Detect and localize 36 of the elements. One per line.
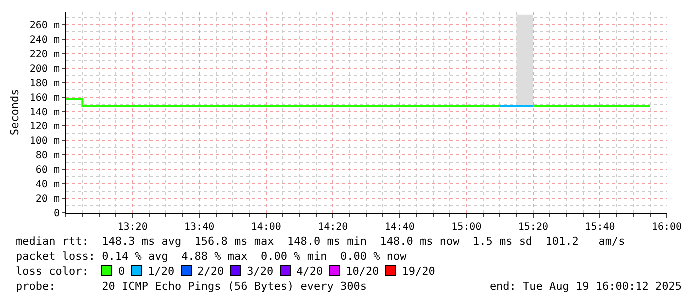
y-tick-label: 260 m [30, 20, 60, 32]
x-tick-label: 15:40 [585, 222, 616, 233]
y-tick-label: 100 m [30, 136, 60, 148]
text: median rtt: 148.3 ms avg 156.8 ms max 148.0 ms min 148.0 ms now 1.5 ms sd 101.2 am/s [16, 234, 626, 249]
x-tick-label: 16:00 [652, 222, 682, 233]
y-tick-label: 80 m [36, 150, 60, 162]
y-tick-label: 40 m [36, 180, 60, 191]
legend-label: 10/20 [346, 265, 380, 278]
text: packet loss: 0.14 % avg 4.88 % max 0.00 % min 0.00 % now [16, 249, 408, 264]
text: probe: 20 ICMP Echo Pings (56 Bytes) every 300s [16, 280, 367, 293]
text: end: Tue Aug 19 16:00:12 2025 [490, 279, 682, 294]
legend-label: 1/20 [148, 265, 175, 278]
legend-label: 2/20 [198, 265, 224, 278]
x-tick-label: 13:40 [184, 222, 215, 233]
y-tick-label: 220 m [30, 49, 60, 60]
legend-label: 0 [118, 265, 126, 278]
y-tick-label: 20 m [36, 194, 60, 206]
y-tick-label: 60 m [36, 165, 60, 176]
x-tick-label: 13:20 [118, 222, 148, 233]
y-tick-label: 160 m [30, 92, 60, 104]
x-tick-label: 14:20 [318, 222, 348, 233]
y-tick-label: 140 m [30, 107, 60, 118]
y-tick-label: 0 [54, 208, 60, 220]
y-tick-label: 120 m [30, 122, 60, 133]
legend-label: 19/20 [402, 265, 436, 278]
x-tick-label: 15:00 [452, 222, 482, 233]
legend-label: 3/20 [247, 265, 274, 278]
y-tick-label: 240 m [30, 34, 60, 46]
legend-title: loss color: [16, 265, 89, 278]
y-axis-title: Seconds [8, 89, 22, 136]
x-tick-label: 14:00 [251, 222, 282, 233]
y-tick-label: 180 m [30, 78, 60, 90]
x-tick-label: 15:20 [518, 222, 548, 233]
y-tick-label: 200 m [30, 64, 60, 75]
x-tick-label: 14:40 [384, 222, 415, 233]
legend-label: 4/20 [296, 265, 324, 278]
